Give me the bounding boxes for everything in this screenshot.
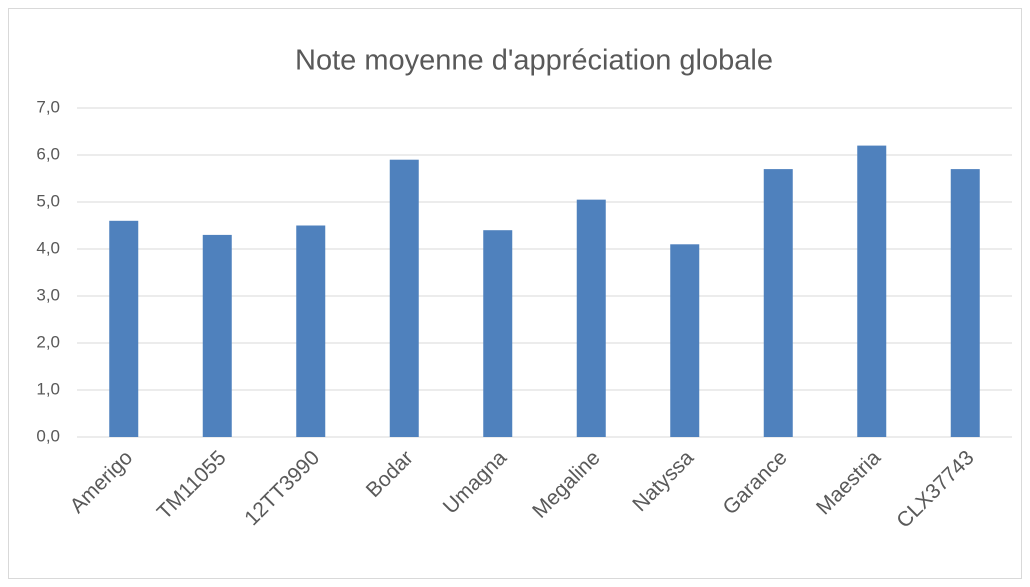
- y-tick-label: 1,0: [36, 379, 60, 398]
- bar: [950, 169, 980, 437]
- y-tick-label: 4,0: [36, 238, 60, 257]
- bar: [202, 234, 232, 437]
- y-tick-label: 3,0: [36, 285, 60, 304]
- bar: [109, 220, 139, 437]
- bar: [483, 230, 513, 437]
- y-tick-label: 7,0: [36, 97, 60, 116]
- bar: [296, 225, 326, 437]
- bar: [763, 169, 793, 437]
- bar: [670, 244, 700, 437]
- y-tick-label: 2,0: [36, 332, 60, 351]
- bar: [389, 159, 419, 437]
- y-tick-label: 0,0: [36, 426, 60, 445]
- y-tick-label: 5,0: [36, 191, 60, 210]
- chart-border: [8, 8, 1022, 579]
- bar: [857, 145, 887, 437]
- y-tick-label: 6,0: [36, 144, 60, 163]
- bar: [576, 199, 606, 437]
- chart-title: Note moyenne d'appréciation globale: [295, 45, 773, 77]
